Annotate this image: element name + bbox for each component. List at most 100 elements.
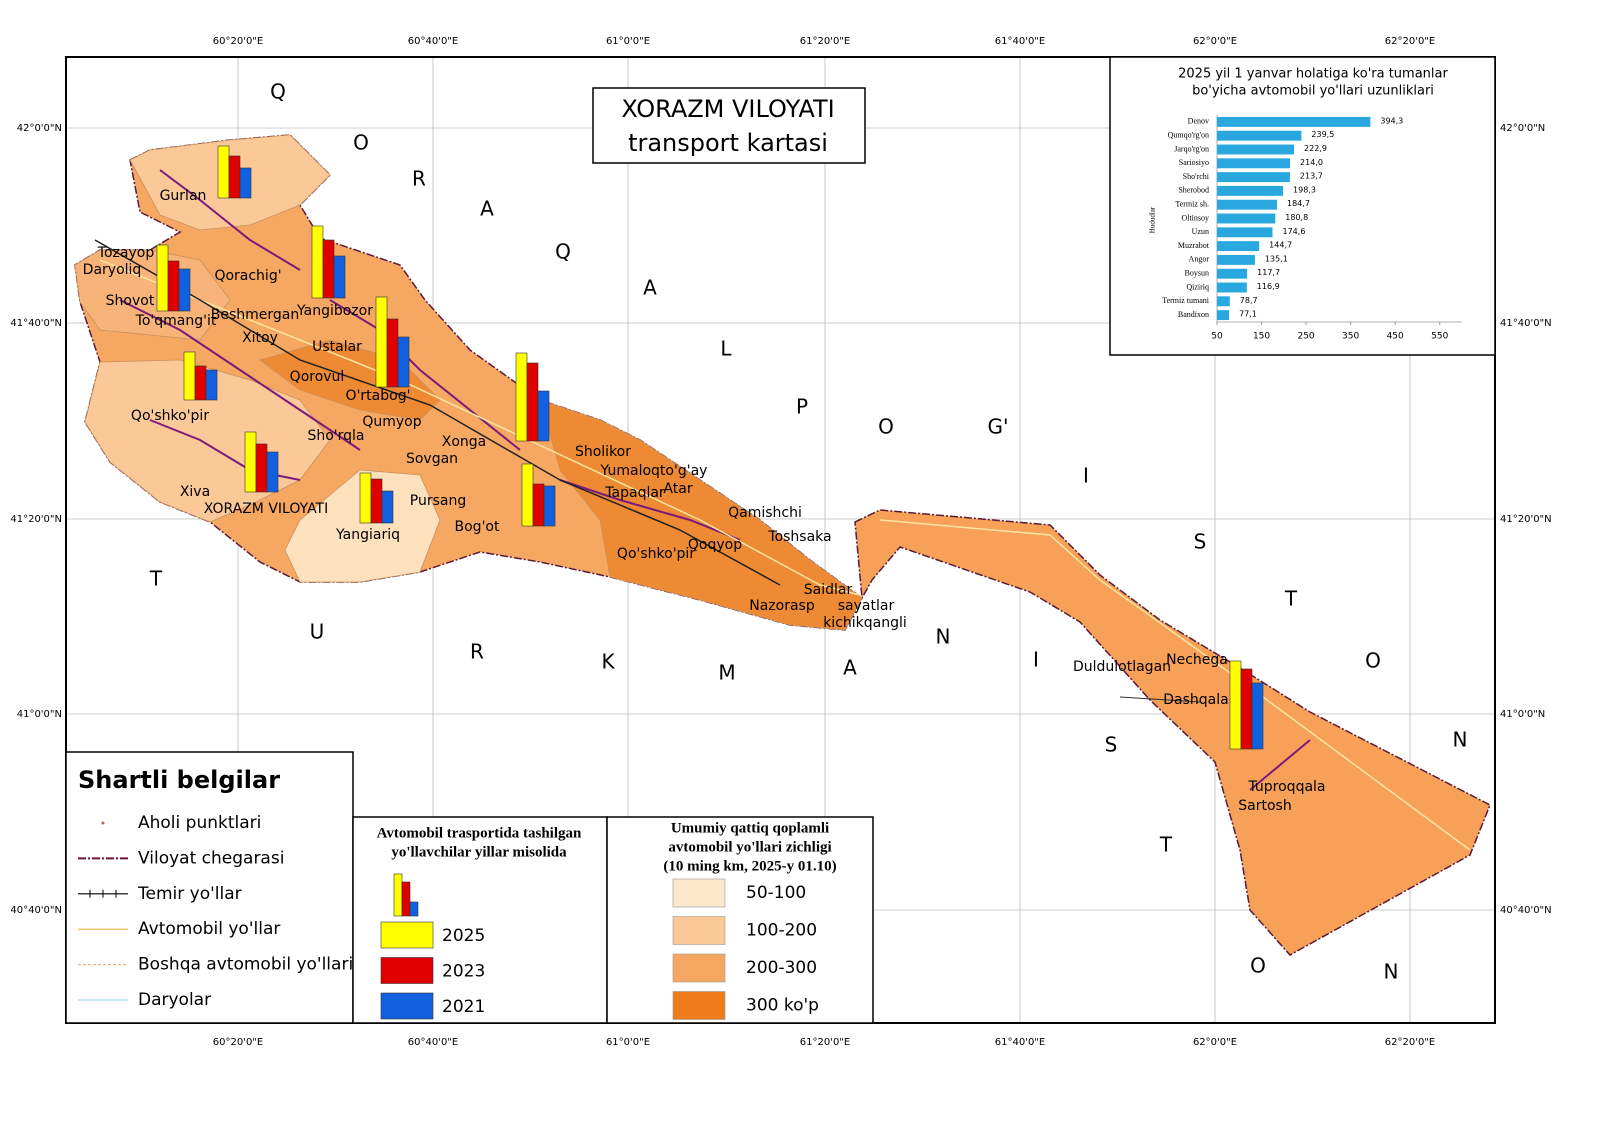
passenger-bar	[239, 167, 252, 199]
road	[1249, 739, 1311, 791]
lon-label: 61°40'0"E	[995, 36, 1045, 47]
passenger-bar	[156, 244, 169, 312]
value-label: 394,3	[1380, 116, 1403, 125]
x-tick-label: 50	[1211, 332, 1223, 342]
region-letter: A	[480, 197, 494, 221]
legend-item: Aholi punktlari	[138, 813, 261, 833]
legend-icon-bar	[393, 873, 403, 917]
passenger-bar	[521, 463, 534, 527]
lon-label: 60°20'0"E	[213, 36, 263, 47]
passenger-bar	[537, 390, 550, 442]
place-name: Tozayop	[97, 245, 155, 261]
lat-label: 40°40'0"N	[10, 905, 62, 916]
inset-chart: 2025 yil 1 yanvar holatiga ko'ra tumanla…	[1149, 67, 1462, 342]
place-name: Qo'shko'pir	[617, 546, 695, 562]
place-name: Daryoliq	[83, 262, 142, 278]
place-name: O'rtabog'	[346, 388, 411, 404]
place-name: Beshmergan	[211, 307, 299, 323]
value-label: 222,9	[1304, 144, 1327, 153]
railway	[94, 239, 781, 586]
place-name: Bog'ot	[455, 519, 500, 535]
value-label: 77,1	[1239, 310, 1257, 319]
bar	[1217, 282, 1247, 293]
passenger-bar	[255, 443, 268, 493]
legend-item: Viloyat chegarasi	[138, 848, 284, 868]
bar	[1217, 144, 1295, 155]
lat-label: 41°20'0"N	[10, 514, 62, 525]
region-letter: N	[936, 625, 951, 649]
x-tick-label: 450	[1387, 332, 1404, 342]
lon-label: 62°20'0"E	[1385, 1037, 1435, 1048]
legend-title: Shartli belgilar	[78, 766, 280, 794]
category-label: Muzrabot	[1178, 241, 1210, 250]
passenger-bar	[322, 239, 335, 299]
density-swatch	[672, 878, 726, 908]
lon-label: 61°20'0"E	[800, 36, 850, 47]
value-label: 198,3	[1293, 185, 1316, 194]
category-label: Denov	[1188, 117, 1209, 126]
bar	[1217, 268, 1248, 279]
place-name: Sho'rqla	[307, 428, 364, 444]
lon-label: 60°40'0"E	[408, 36, 458, 47]
road	[559, 479, 741, 541]
category-label: Sariosiyo	[1179, 158, 1209, 167]
category-label: Qiziriq	[1186, 282, 1209, 291]
lon-label: 62°20'0"E	[1385, 36, 1435, 47]
region-letter: A	[843, 656, 857, 680]
region-letter: Q	[555, 240, 571, 264]
density-swatch	[672, 953, 726, 983]
road	[119, 299, 361, 451]
place-name: Shovot	[106, 293, 155, 309]
place-name: Xitoy	[242, 330, 278, 346]
passenger-legend-title: yo'llavchilar yillar misolida	[391, 844, 567, 860]
passenger-bar	[526, 362, 539, 442]
legend-item: Boshqa avtomobil yo'llari	[138, 955, 353, 975]
region-letter: S	[1194, 530, 1207, 554]
passenger-bar	[167, 260, 180, 312]
legend-item: Temir yo'llar	[137, 884, 242, 904]
map-title: transport kartasi	[628, 129, 828, 157]
bar	[1217, 130, 1302, 141]
value-label: 117,7	[1257, 268, 1280, 277]
y-axis-label: Hududlar	[1149, 206, 1157, 233]
passenger-bar	[397, 336, 410, 388]
passenger-bar	[359, 472, 372, 524]
region-letter: T	[1159, 833, 1173, 857]
place-name: Dashqala	[1163, 692, 1228, 708]
value-label: 184,7	[1287, 199, 1310, 208]
region-letter: O	[353, 131, 369, 155]
place-name: Xonga	[442, 434, 487, 450]
passenger-bar	[515, 352, 528, 442]
lat-label: 41°40'0"N	[1500, 318, 1552, 329]
region-letter: L	[720, 337, 732, 361]
passenger-bar	[178, 268, 191, 312]
legend-item: 2025	[442, 926, 485, 946]
legend-box	[65, 751, 354, 1024]
place-name: Sovgan	[406, 451, 458, 467]
lat-label: 40°40'0"N	[1500, 905, 1552, 916]
place-name: Qorachig'	[214, 268, 281, 284]
passenger-bar	[217, 145, 230, 199]
place-name: Toshsaka	[767, 529, 831, 545]
legend-symbol	[101, 821, 105, 825]
region-letter: O	[878, 415, 894, 439]
value-label: 78,7	[1240, 296, 1258, 305]
region-letter: U	[310, 620, 325, 644]
value-label: 174,6	[1283, 227, 1306, 236]
place-name: Nazorasp	[749, 598, 815, 614]
value-label: 214,0	[1300, 158, 1323, 167]
place-name: Xiva	[180, 484, 210, 500]
place-name: Sholikor	[575, 444, 631, 460]
highway	[99, 259, 861, 596]
place-name: Qoqyop	[688, 537, 742, 553]
region-letter: T	[149, 567, 163, 591]
chart-title: 2025 yil 1 yanvar holatiga ko'ra tumanla…	[1178, 67, 1448, 82]
bar	[1217, 241, 1260, 252]
density-legend-title: (10 ming km, 2025-y 01.10)	[663, 858, 836, 874]
place-name: Tuproqqala	[1247, 779, 1325, 795]
bar	[1217, 199, 1278, 210]
category-label: Oltinsoy	[1181, 213, 1209, 222]
density-legend-title: Umumiy qattiq qoplamli	[671, 820, 829, 836]
category-label: Angor	[1189, 255, 1210, 264]
